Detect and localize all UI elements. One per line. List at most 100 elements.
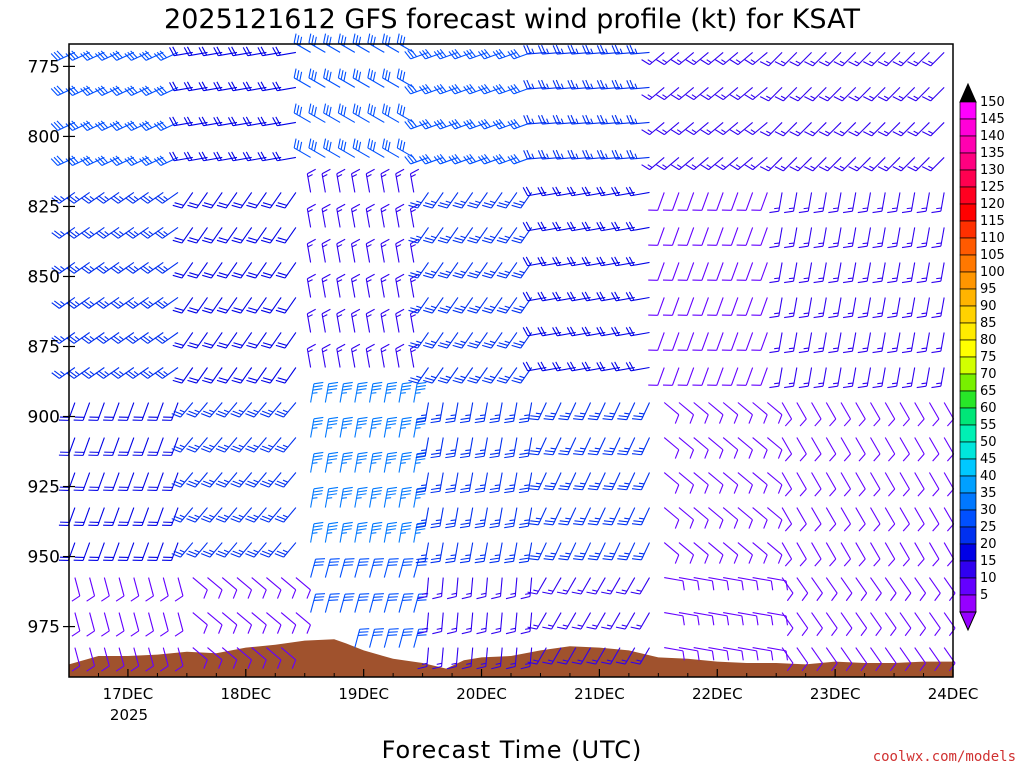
colorbar-label: 5 xyxy=(980,588,988,603)
wind-barb-feather xyxy=(142,300,151,307)
wind-barb xyxy=(615,577,636,595)
wind-barb-half-feather xyxy=(163,266,169,271)
wind-barb-half-feather xyxy=(605,48,608,54)
wind-barb xyxy=(145,647,155,672)
wind-barb-half-feather xyxy=(839,130,845,135)
wind-barb-feather xyxy=(410,272,420,276)
wind-barb xyxy=(678,507,695,529)
wind-barb-half-feather xyxy=(525,592,531,595)
wind-barb-feather xyxy=(145,630,154,637)
wind-barb-feather xyxy=(431,487,441,491)
wind-barb-feather xyxy=(436,85,444,94)
wind-barb-staff xyxy=(664,647,684,652)
wind-barb-feather xyxy=(100,120,109,129)
wind-barb-feather xyxy=(358,634,368,636)
colorbar-swatch xyxy=(959,135,977,154)
wind-barb-feather xyxy=(125,197,134,204)
wind-barb xyxy=(437,297,459,314)
wind-barb-feather xyxy=(313,599,324,601)
wind-barb xyxy=(611,361,635,372)
wind-barb xyxy=(899,647,912,672)
wind-barb-half-feather xyxy=(322,244,328,248)
wind-barb-feather xyxy=(130,85,138,94)
wind-barb xyxy=(365,308,375,333)
wind-barb xyxy=(496,227,518,244)
wind-barb-staff xyxy=(663,542,680,556)
wind-barb-feather xyxy=(115,120,123,129)
wind-barb-feather xyxy=(451,120,459,129)
wind-barb-feather xyxy=(433,156,441,165)
wind-barb-staff xyxy=(221,647,238,661)
wind-barb xyxy=(625,326,650,337)
wind-barb-feather xyxy=(71,120,79,129)
wind-barb-half-feather xyxy=(803,382,809,385)
colorbar-label: 50 xyxy=(980,435,997,450)
wind-barb xyxy=(537,291,562,302)
wind-barb xyxy=(855,437,866,462)
wind-barb-half-feather xyxy=(89,196,95,201)
wind-barb-half-feather xyxy=(396,174,402,178)
wind-barb-feather xyxy=(519,557,529,561)
wind-barb-feather xyxy=(520,595,531,600)
wind-barb-feather xyxy=(566,222,573,232)
wind-barb-feather xyxy=(313,141,317,152)
wind-barb xyxy=(324,451,339,473)
wind-barb-staff xyxy=(74,647,81,667)
wind-barb-feather xyxy=(714,164,724,171)
wind-barb-half-feather xyxy=(906,347,913,350)
colorbar-swatch xyxy=(959,305,977,324)
wind-barb-feather xyxy=(917,453,925,462)
wind-barb xyxy=(693,612,715,626)
wind-barb xyxy=(842,297,857,319)
wind-barb-feather xyxy=(401,455,412,458)
wind-barb-half-feather xyxy=(766,130,772,135)
wind-barb-feather xyxy=(567,45,573,55)
wind-barb-half-feather xyxy=(839,60,845,65)
wind-barb-staff xyxy=(745,262,754,281)
wind-barb-feather xyxy=(86,630,95,637)
wind-barb-feather xyxy=(904,627,912,637)
wind-barb-feather xyxy=(784,523,793,532)
wind-barb-half-feather xyxy=(416,340,422,344)
wind-barb xyxy=(542,577,562,595)
wind-barb-half-feather xyxy=(435,449,442,452)
wind-barb xyxy=(50,120,76,131)
wind-barb-feather xyxy=(641,59,650,66)
wind-barb xyxy=(759,157,783,172)
wind-barb xyxy=(50,50,76,61)
wind-barb xyxy=(708,507,724,529)
wind-barb-feather xyxy=(189,272,199,276)
wind-barb-feather xyxy=(357,490,368,493)
wind-barb-feather xyxy=(259,448,270,453)
wind-barb-half-feather xyxy=(803,207,809,210)
wind-barb-feather xyxy=(95,302,104,309)
wind-barb-feather xyxy=(365,273,375,280)
wind-barb xyxy=(931,192,945,214)
wind-barb-half-feather xyxy=(60,336,65,341)
wind-barb-half-feather xyxy=(560,83,564,89)
wind-barb-feather xyxy=(112,195,122,202)
wind-barb xyxy=(413,451,427,473)
wind-barb xyxy=(367,138,385,158)
wind-barb xyxy=(103,437,120,456)
wind-barb-staff xyxy=(708,577,728,582)
wind-barb-half-feather xyxy=(163,231,169,236)
wind-barb xyxy=(582,114,606,125)
wind-barb xyxy=(523,149,547,160)
wind-barb xyxy=(899,612,912,637)
wind-barb-feather xyxy=(845,592,853,602)
wind-barb xyxy=(916,367,930,389)
wind-barb-feather xyxy=(403,596,413,598)
wind-barb xyxy=(103,472,120,491)
wind-barb-feather xyxy=(492,51,500,60)
wind-barb-feather xyxy=(530,555,540,558)
wind-barb-feather xyxy=(596,292,602,302)
wind-barb xyxy=(395,343,405,368)
wind-barb-feather xyxy=(231,151,237,161)
wind-barb-feather xyxy=(872,315,883,319)
wind-barb-feather xyxy=(873,453,881,462)
wind-barb-staff xyxy=(177,577,184,597)
wind-barb-feather xyxy=(112,370,122,378)
wind-barb xyxy=(615,612,636,630)
wind-barb xyxy=(798,367,813,389)
